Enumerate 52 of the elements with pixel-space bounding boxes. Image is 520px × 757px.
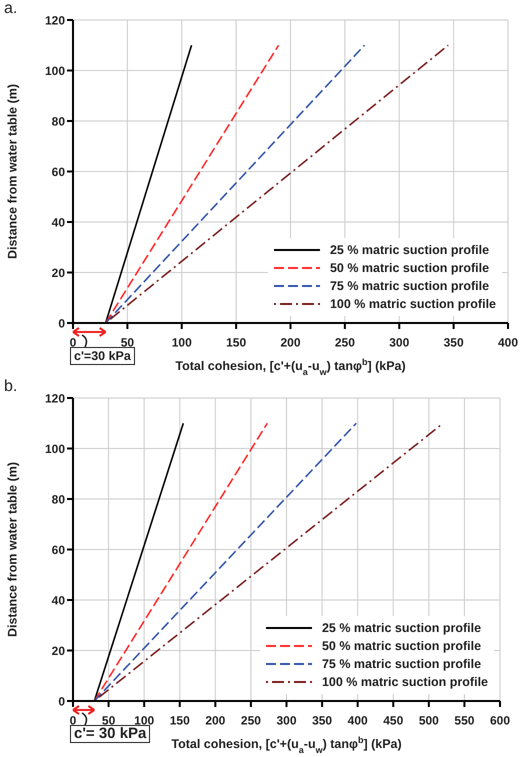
x-tick-label: 550: [454, 714, 475, 728]
y-tick-label: 20: [52, 644, 66, 658]
x-tick-label: 150: [170, 714, 190, 728]
legend-label: 25 % matric suction profile: [330, 242, 490, 259]
x-tick-label: 400: [348, 714, 368, 728]
legend-label: 50 % matric suction profile: [330, 260, 490, 277]
x-axis-title: Total cohesion, [c'+(u$_{a}$-u$_{w}$) tanφ$^{b}$] (kPa): [175, 357, 406, 377]
x-tick-label: 250: [334, 336, 356, 350]
y-axis-title: Distance from water table (m): [5, 462, 20, 638]
x-tick-label: 50: [102, 714, 116, 728]
y-tick-label: 20: [52, 266, 66, 280]
legend-label: 25 % matric suction profile: [322, 620, 482, 637]
legend-label: 75 % matric suction profile: [322, 656, 482, 673]
y-tick-label: 40: [52, 215, 66, 230]
x-tick-label: 350: [312, 714, 332, 728]
x-axis-title: Total cohesion, [c'+(u$_{a}$-u$_{w}$) tanφ$^{b}$] (kPa): [171, 735, 402, 755]
x-tick-label: 100: [134, 714, 154, 728]
text: c'=30 kPa: [70, 347, 135, 365]
x-tick-label: 300: [276, 714, 297, 728]
x-tick-label: 200: [205, 714, 226, 728]
x-tick-label: 450: [383, 714, 404, 728]
x-tick-label: 350: [444, 336, 464, 350]
x-tick-label: 50: [120, 336, 134, 350]
legend-label: 100 % matric suction profile: [330, 296, 496, 313]
x-tick-label: 250: [240, 714, 262, 728]
y-axis-title: Distance from water table (m): [5, 84, 20, 260]
y-tick-label: 100: [44, 64, 66, 78]
x-tick-label: 0: [70, 714, 77, 728]
y-tick-label: 120: [44, 13, 66, 28]
x-tick-label: 0: [70, 336, 77, 350]
legend-label: 75 % matric suction profile: [330, 278, 490, 295]
y-tick-label: 60: [52, 542, 66, 557]
legend-label: 50 % matric suction profile: [322, 638, 482, 655]
x-tick-label: 150: [226, 336, 246, 350]
y-tick-label: 80: [52, 114, 66, 128]
x-tick-label: 400: [498, 336, 518, 350]
x-tick-label: 300: [389, 336, 410, 350]
y-tick-label: 40: [52, 593, 66, 608]
y-tick-label: 0: [58, 316, 66, 330]
y-tick-label: 0: [58, 694, 66, 708]
legend-label: 100 % matric suction profile: [322, 674, 488, 691]
x-tick-label: 500: [418, 714, 440, 728]
x-tick-label: 600: [490, 714, 510, 728]
x-tick-label: 100: [172, 336, 192, 350]
y-tick-label: 60: [52, 164, 66, 179]
text: c'= 30 kPa: [70, 725, 150, 743]
x-tick-label: 200: [280, 336, 301, 350]
y-tick-label: 80: [52, 492, 66, 506]
chart-title: b.: [4, 378, 18, 396]
y-tick-label: 120: [44, 391, 66, 406]
y-tick-label: 100: [44, 442, 66, 456]
chart-title: a.: [4, 0, 18, 18]
